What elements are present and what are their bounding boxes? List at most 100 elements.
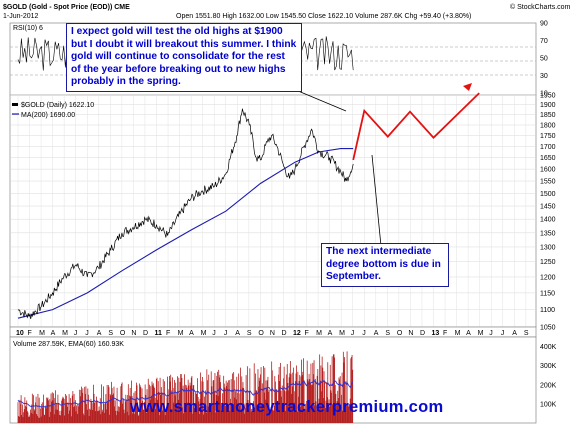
price-tick-label: 1750	[540, 133, 556, 140]
time-tick-label: D	[420, 330, 425, 337]
price-legend-swatch	[12, 103, 18, 106]
rsi-label: RSI(10) 6	[13, 25, 43, 32]
time-tick-label: 13	[432, 330, 440, 337]
price-tick-label: 1300	[540, 244, 556, 251]
time-tick-label: A	[512, 330, 517, 337]
time-tick-label: J	[489, 330, 493, 337]
time-tick-label: F	[28, 330, 32, 337]
time-tick-label: J	[501, 330, 505, 337]
price-tick-label: 1450	[540, 204, 556, 211]
time-tick-label: J	[224, 330, 228, 337]
time-tick-label: A	[328, 330, 333, 337]
time-tick-label: N	[131, 330, 136, 337]
price-tick-label: 1900	[540, 102, 556, 109]
time-tick-label: M	[201, 330, 207, 337]
forecast-callout: I expect gold will test the old highs at…	[66, 23, 302, 92]
time-tick-label: M	[39, 330, 45, 337]
ohlc-readout: Open 1551.80 High 1632.00 Low 1545.50 Cl…	[176, 13, 471, 20]
time-tick-label: F	[305, 330, 309, 337]
price-tick-label: 1950	[540, 93, 556, 100]
time-tick-label: J	[74, 330, 78, 337]
copyright-label: © StockCharts.com	[510, 3, 571, 11]
time-tick-label: A	[374, 330, 379, 337]
volume-legend: Volume 287.59K, EMA(60) 160.93K	[13, 341, 124, 348]
price-tick-label: 1200	[540, 274, 556, 281]
price-axis: 1950 1900 1850 1800 1750 1700 1650 1600 1550 1500…	[540, 93, 556, 332]
time-tick-label: M	[339, 330, 345, 337]
volume-tick-label: 400K	[540, 344, 557, 351]
price-tick-label: 1100	[540, 307, 555, 314]
time-tick-label: F	[443, 330, 447, 337]
callout-top-pointer	[290, 87, 347, 112]
volume-axis: 400K 300K 200K 100K	[540, 344, 557, 408]
time-tick-label: 10	[16, 330, 24, 337]
price-tick-label: 1400	[540, 217, 556, 224]
time-tick-label: N	[270, 330, 275, 337]
volume-ema-line	[17, 379, 354, 408]
price-tick-label: 1250	[540, 259, 556, 266]
rsi-tick-label: 90	[540, 21, 548, 28]
time-tick-label: J	[212, 330, 216, 337]
rsi-axis: 90 70 50 30 10	[540, 21, 548, 98]
time-tick-label: M	[478, 330, 484, 337]
chart-title: $GOLD (Gold - Spot Price (EOD)) CME	[3, 4, 130, 11]
time-tick-label: O	[258, 330, 264, 337]
time-tick-label: J	[351, 330, 355, 337]
time-tick-label: S	[247, 330, 252, 337]
volume-tick-label: 200K	[540, 382, 557, 389]
price-tick-label: 1700	[540, 144, 556, 151]
time-tick-label: M	[62, 330, 68, 337]
time-tick-label: 12	[293, 330, 301, 337]
time-tick-label: S	[524, 330, 529, 337]
time-tick-label: A	[466, 330, 471, 337]
volume-panel-frame	[9, 336, 537, 424]
time-tick-label: A	[97, 330, 102, 337]
price-tick-label: 1500	[540, 191, 556, 198]
bottom-timing-callout: The next intermediate degree bottom is d…	[321, 243, 449, 287]
ma200-line	[17, 148, 354, 319]
price-tick-label: 1350	[540, 230, 556, 237]
rsi-tick-label: 10	[540, 91, 548, 98]
price-tick-label: 1650	[540, 155, 556, 162]
website-watermark: www.smartmoneytrackerpremium.com	[130, 398, 444, 416]
time-tick-label: M	[455, 330, 461, 337]
price-panel-frame	[9, 94, 537, 328]
time-tick-label: M	[316, 330, 322, 337]
time-grid	[17, 95, 527, 327]
time-tick-label: J	[362, 330, 366, 337]
projection-line	[352, 92, 480, 161]
price-tick-label: 1150	[540, 290, 555, 297]
time-tick-label: D	[143, 330, 148, 337]
time-tick-label: J	[85, 330, 89, 337]
time-tick-label: 11	[155, 330, 163, 337]
price-tick-label: 1600	[540, 167, 556, 174]
rsi-tick-label: 30	[540, 73, 548, 80]
price-tick-label: 1850	[540, 112, 556, 119]
time-tick-label: A	[189, 330, 194, 337]
projection-arrowhead	[463, 83, 472, 91]
price-legend: $GOLD (Daily) 1622.10	[21, 102, 94, 109]
ma-legend: MA(200) 1690.00	[21, 112, 75, 119]
callout-bottom-pointer	[371, 154, 382, 247]
volume-bars	[17, 351, 354, 423]
price-tick-label: 1050	[540, 325, 556, 332]
time-tick-label: O	[397, 330, 403, 337]
volume-tick-label: 300K	[540, 363, 557, 370]
time-tick-label: F	[166, 330, 170, 337]
price-tick-label: 1800	[540, 122, 556, 129]
price-tick-label: 1550	[540, 179, 556, 186]
time-tick-label: S	[108, 330, 113, 337]
time-tick-label: S	[385, 330, 390, 337]
rsi-tick-label: 70	[540, 38, 548, 45]
chart-date: 1-Jun-2012	[3, 13, 39, 20]
rsi-tick-label: 50	[540, 56, 548, 63]
price-line	[17, 108, 354, 320]
time-tick-label: M	[178, 330, 184, 337]
time-tick-label: N	[408, 330, 413, 337]
volume-tick-label: 100K	[540, 401, 557, 408]
time-tick-label: O	[120, 330, 126, 337]
time-tick-label: D	[281, 330, 286, 337]
time-axis: 10 F M A M J J A S O N D 11 F M A M J J A S O N D 12 F M A M J J A S O N D 1…	[16, 330, 529, 337]
